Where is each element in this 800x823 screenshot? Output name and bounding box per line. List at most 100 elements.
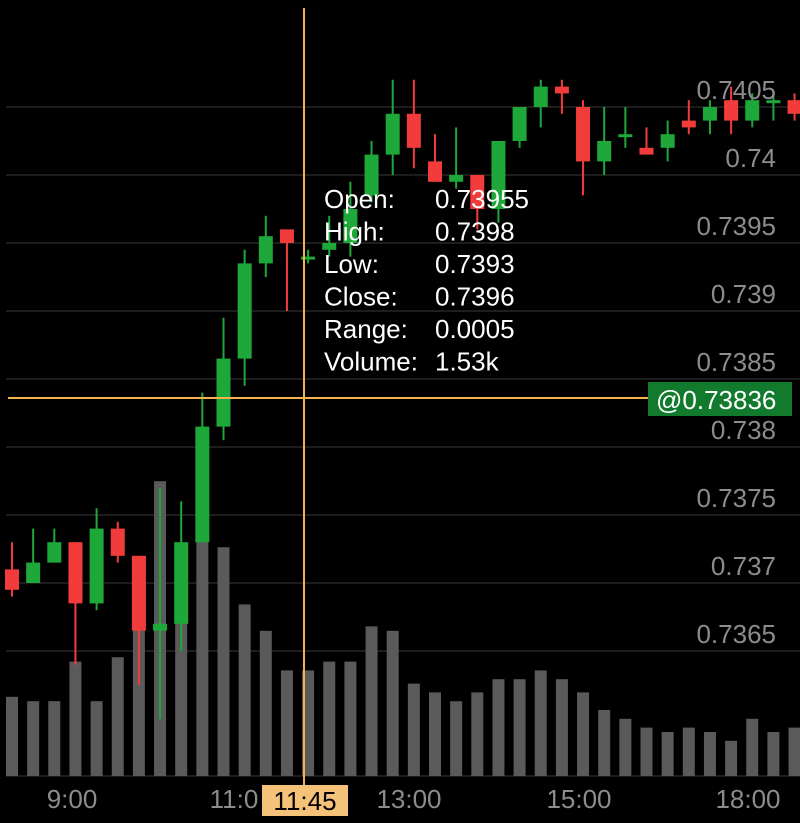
candle (554, 79, 569, 114)
candle-body (153, 623, 168, 631)
volume-bar (555, 679, 568, 776)
candle (512, 107, 527, 148)
candle-body (702, 107, 717, 121)
tooltip-label: Volume: (324, 347, 418, 377)
candle-body (639, 147, 654, 155)
volume-bar (90, 701, 103, 776)
volume-bar (48, 701, 61, 776)
candle (428, 134, 442, 182)
candle (681, 100, 696, 135)
candle (787, 93, 800, 121)
candle-body (385, 113, 400, 155)
candle-body (660, 134, 675, 148)
candle (449, 127, 464, 189)
volume-bar (238, 604, 251, 776)
volume-bar (323, 661, 336, 776)
volume-bar (217, 547, 230, 776)
candle-body (745, 100, 760, 121)
price-axis: 0.7405 0.74 0.7395 0.739 0.7385 0.738 0.7375 0.… (696, 75, 776, 649)
volume-bar (259, 630, 272, 776)
candle (660, 120, 675, 162)
volume-bar (513, 679, 526, 776)
volume-bar (661, 732, 674, 776)
candle-body (618, 134, 633, 138)
volume-bar (175, 578, 188, 776)
candle-body (174, 542, 189, 624)
candle-body (26, 562, 41, 583)
candle-body (554, 86, 569, 94)
candle-body (89, 528, 104, 604)
candle-body (787, 100, 800, 114)
price-tick-label: 0.7395 (696, 211, 776, 241)
volume-bar (386, 630, 399, 776)
time-axis: 9:00 11:0 13:00 15:00 18:00 (47, 784, 781, 814)
volume-bar (682, 727, 695, 776)
candlesticks (5, 79, 800, 719)
candle-body (343, 209, 358, 243)
candle-body (279, 229, 294, 243)
candle-body (110, 528, 125, 556)
volume-bar (703, 732, 716, 776)
candle-body (258, 236, 273, 264)
price-tick-label: 0.739 (711, 279, 776, 309)
candle (533, 79, 548, 128)
volume-bar (492, 679, 505, 776)
candle (724, 86, 739, 135)
candle-body (237, 263, 252, 359)
candle (322, 215, 337, 257)
volume-bar (767, 732, 780, 776)
volume-bar (788, 727, 800, 776)
candle (766, 93, 781, 121)
candle-body (364, 154, 379, 196)
candle-body (301, 256, 316, 260)
ohlc-tooltip: Open: 0.73955 High: 0.7398 Low: 0.7393 Close: 0… (324, 184, 529, 377)
candle-body (470, 175, 485, 209)
crosshair-time-tag (262, 785, 348, 816)
volume-bar (471, 692, 484, 776)
volume-bar (640, 727, 653, 776)
candle (364, 141, 379, 203)
tooltip-value: 0.7393 (435, 249, 515, 279)
crosshair[interactable]: @0.73836 11:45 (8, 8, 792, 816)
candle-body (681, 120, 696, 128)
candle (597, 107, 612, 175)
crosshair-time-label: 11:45 (273, 786, 336, 816)
candle (258, 215, 273, 277)
crosshair-price-tag (648, 382, 792, 416)
candle-body (449, 175, 464, 182)
candle (406, 79, 421, 169)
tooltip-label: Close: (324, 282, 398, 312)
candle (89, 508, 104, 611)
volume-bar (280, 670, 293, 776)
candle (174, 501, 189, 651)
volume-bar (6, 696, 18, 776)
candle-body (512, 107, 527, 141)
volume-bar (407, 683, 420, 776)
volume-bar (27, 701, 40, 776)
volume-bar (429, 692, 441, 776)
time-tick-label: 9:00 (47, 784, 98, 814)
price-tick-label: 0.737 (711, 551, 776, 581)
tooltip-value: 0.7398 (435, 217, 515, 247)
candle (639, 127, 654, 155)
tooltip-label: Low: (324, 249, 379, 279)
candle (26, 528, 41, 583)
candle-body (68, 542, 83, 604)
candle (110, 521, 125, 563)
price-tick-label: 0.7405 (696, 75, 776, 105)
candle (237, 249, 252, 386)
volume-bar (302, 670, 315, 776)
candle-body (322, 243, 337, 250)
candle-body (576, 107, 591, 162)
candle-body (491, 141, 506, 209)
tooltip-label: High: (324, 217, 385, 247)
tooltip-label: Range: (324, 314, 408, 344)
volume-bars (6, 481, 800, 776)
volume-bar (196, 534, 209, 776)
tooltip-label: Open: (324, 184, 395, 214)
candle (216, 317, 231, 441)
volume-bar (725, 740, 738, 776)
candle (618, 107, 633, 148)
volume-bar (598, 710, 611, 776)
